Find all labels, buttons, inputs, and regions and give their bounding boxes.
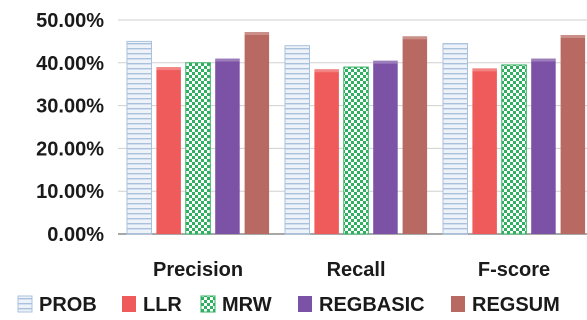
bar-mrw-precision <box>185 62 211 235</box>
bar-highlight <box>215 58 240 62</box>
legend-swatch-mrw <box>200 295 216 313</box>
legend-label: LLR <box>143 294 182 316</box>
bar-regsum-f-score <box>560 34 586 235</box>
y-tick-label: 30.00% <box>36 96 104 118</box>
bar-mrw-f-score <box>501 64 527 235</box>
bar-highlight <box>472 68 497 72</box>
legend-swatch-regbasic <box>298 296 312 312</box>
bar-llr-precision <box>156 67 181 234</box>
legend-swatch-prob <box>17 295 33 313</box>
bar-prob-recall <box>284 45 310 235</box>
bar-regsum-recall <box>402 36 428 234</box>
bar-highlight <box>314 69 339 73</box>
category-label: Precision <box>153 259 243 281</box>
bar-highlight <box>402 36 428 40</box>
bar-regbasic-f-score <box>531 58 556 234</box>
bar-highlight <box>156 67 181 71</box>
legend-label: REGSUM <box>472 294 560 316</box>
legend-label: REGBASIC <box>319 294 425 316</box>
bars <box>126 31 586 235</box>
bar-highlight <box>560 34 586 38</box>
bar-prob-f-score <box>442 43 468 235</box>
category-label: Recall <box>327 259 386 281</box>
x-axis: Precision Recall F-score <box>153 259 550 281</box>
category-label: F-score <box>478 259 550 281</box>
y-tick-label: 50.00% <box>36 10 104 32</box>
bar-llr-f-score <box>472 68 497 234</box>
bar-llr-recall <box>314 69 339 234</box>
y-tick-label: 20.00% <box>36 138 104 160</box>
bar-highlight <box>244 31 270 35</box>
legend-swatch-regsum <box>451 296 465 312</box>
bar-mrw-recall <box>343 66 369 235</box>
bar-highlight <box>373 60 398 64</box>
bar-prob-precision <box>126 40 152 235</box>
legend-label: MRW <box>222 294 272 316</box>
y-tick-label: 0.00% <box>47 224 104 246</box>
bar-regbasic-precision <box>215 58 240 234</box>
y-axis: 0.00% 10.00% 20.00% 30.00% 40.00% 50.00% <box>36 10 104 246</box>
y-tick-label: 10.00% <box>36 181 104 203</box>
bar-regsum-precision <box>244 31 270 235</box>
legend-label: PROB <box>39 294 97 316</box>
y-tick-label: 40.00% <box>36 53 104 75</box>
bar-regbasic-recall <box>373 60 398 234</box>
legend-swatch-llr <box>122 296 136 312</box>
bar-highlight <box>531 58 556 62</box>
legend: PROB LLR MRW REGBASIC REGSUM <box>17 294 560 316</box>
